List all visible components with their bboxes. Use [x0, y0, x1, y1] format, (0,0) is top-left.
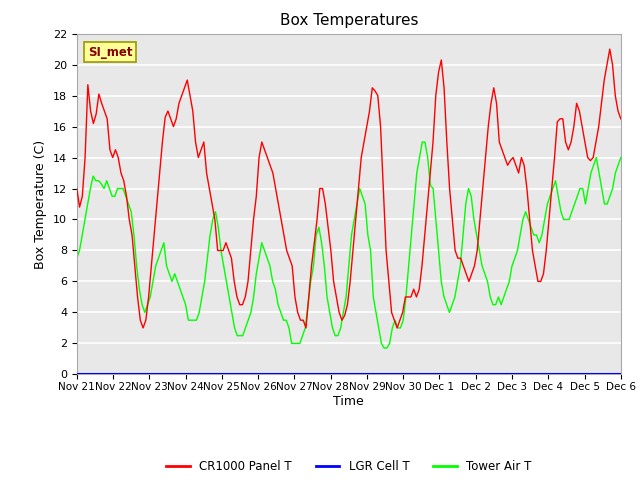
Tower Air T: [380, 345, 388, 351]
CR1000 Panel T: [111, 147, 119, 153]
Legend: CR1000 Panel T, LGR Cell T, Tower Air T: CR1000 Panel T, LGR Cell T, Tower Air T: [161, 455, 536, 478]
Tower Air T: [576, 186, 584, 192]
Text: SI_met: SI_met: [88, 46, 132, 59]
Tower Air T: [301, 325, 309, 331]
CR1000 Panel T: [606, 46, 614, 52]
Tower Air T: [617, 155, 625, 160]
CR1000 Panel T: [73, 186, 81, 192]
CR1000 Panel T: [581, 139, 589, 145]
Title: Box Temperatures: Box Temperatures: [280, 13, 418, 28]
Tower Air T: [73, 255, 81, 261]
CR1000 Panel T: [147, 263, 155, 269]
Line: CR1000 Panel T: CR1000 Panel T: [77, 49, 621, 328]
X-axis label: Time: Time: [333, 395, 364, 408]
Line: Tower Air T: Tower Air T: [77, 142, 621, 348]
Tower Air T: [122, 193, 129, 199]
CR1000 Panel T: [418, 263, 426, 269]
CR1000 Panel T: [550, 155, 558, 160]
CR1000 Panel T: [617, 116, 625, 121]
Tower Air T: [271, 286, 279, 292]
Tower Air T: [419, 139, 426, 145]
Y-axis label: Box Temperature (C): Box Temperature (C): [35, 139, 47, 269]
CR1000 Panel T: [482, 155, 490, 160]
CR1000 Panel T: [140, 325, 147, 331]
Tower Air T: [367, 248, 374, 253]
Tower Air T: [76, 248, 83, 253]
